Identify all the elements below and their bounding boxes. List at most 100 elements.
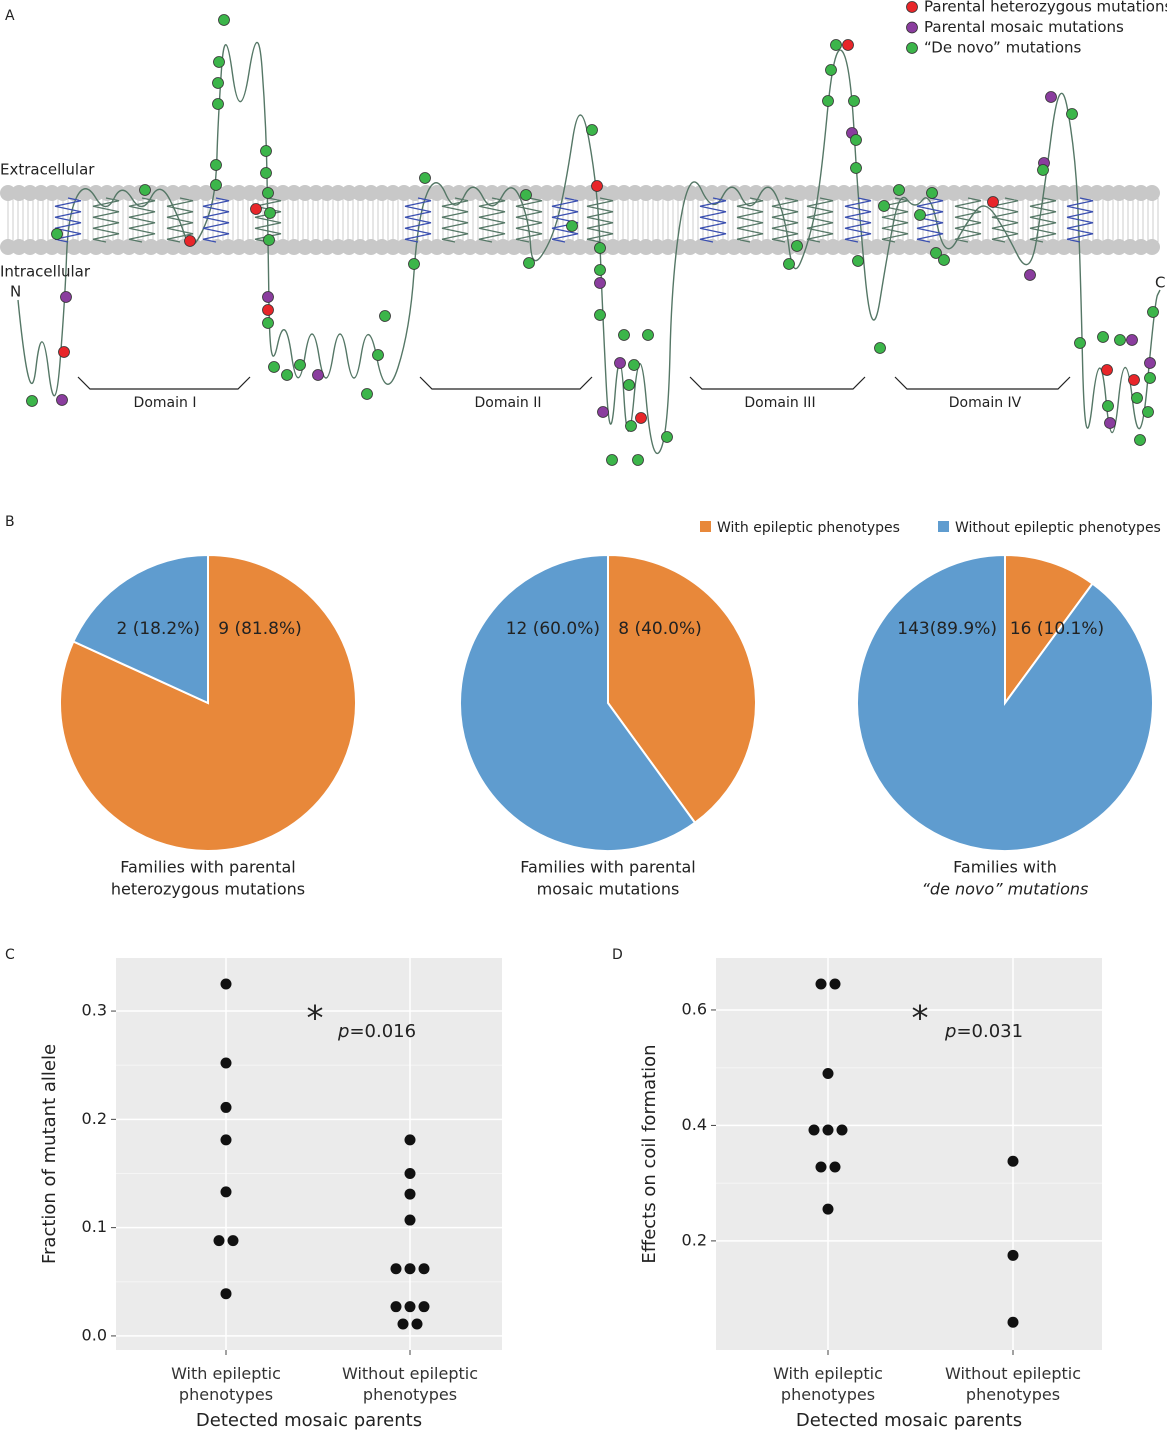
helix: [92, 197, 120, 243]
lipid-head: [242, 185, 258, 201]
data-point: [829, 1161, 841, 1173]
domain-bracket: [689, 376, 866, 390]
helix: [806, 197, 834, 243]
lipid-head: [660, 239, 676, 255]
mutation-dot: [262, 291, 274, 303]
data-point: [404, 1301, 416, 1313]
helix: [991, 197, 1019, 243]
data-point: [404, 1263, 416, 1275]
pie-value-label: 9 (81.8%): [218, 619, 302, 639]
lipid-head: [1111, 239, 1127, 255]
pie-value-label: 16 (10.1%): [1010, 619, 1104, 639]
mutation-dot: [597, 406, 609, 418]
lipid-head: [231, 185, 247, 201]
lipid-head: [319, 185, 335, 201]
lipid-head: [407, 185, 423, 201]
lipid-head: [913, 185, 929, 201]
lipid-head: [44, 185, 60, 201]
mutation-dot: [210, 179, 222, 191]
lipid-head: [220, 239, 236, 255]
lipid-head: [341, 239, 357, 255]
lipid-head: [726, 239, 742, 255]
mutation-dot: [372, 349, 384, 361]
lipid-head: [627, 239, 643, 255]
mutation-dot: [262, 317, 274, 329]
x-tick-label: With epileptic phenotypes: [171, 1364, 281, 1404]
mutation-dot: [632, 454, 644, 466]
lipid-head: [550, 239, 566, 255]
lipid-head: [165, 239, 181, 255]
mutation-dot: [1128, 374, 1140, 386]
data-point: [220, 1288, 232, 1300]
data-point: [829, 978, 841, 990]
helix: [515, 197, 543, 243]
lipid-head: [1001, 239, 1017, 255]
domain-bracket: [77, 376, 251, 390]
data-point: [418, 1301, 430, 1313]
lipid-head: [671, 185, 687, 201]
lipid-head: [704, 239, 720, 255]
lipid-head: [11, 185, 27, 201]
mutation-dot: [623, 379, 635, 391]
lipid-head: [1122, 239, 1138, 255]
pie-slice: [459, 553, 697, 852]
lipid-head: [1078, 185, 1094, 201]
mutation-dot: [1142, 406, 1154, 418]
lipid-head: [88, 185, 104, 201]
lipid-head: [693, 239, 709, 255]
mutation-dot: [825, 64, 837, 76]
data-point: [213, 1235, 225, 1247]
legend-marker: [906, 21, 918, 34]
y-tick-label: 0.2: [682, 1230, 707, 1249]
lipid-head: [220, 185, 236, 201]
lipid-head: [44, 239, 60, 255]
mutation-dot: [263, 234, 275, 246]
lipid-head: [11, 239, 27, 255]
domain-label: Domain II: [474, 395, 541, 411]
mutation-dot: [850, 162, 862, 174]
lipid-head: [825, 185, 841, 201]
data-point: [822, 1124, 834, 1136]
pie-caption: “de novo” mutations: [922, 880, 1089, 899]
n-terminus: N: [10, 283, 21, 301]
lipid-head: [726, 185, 742, 201]
lipid-head: [429, 239, 445, 255]
mutation-dot: [852, 255, 864, 267]
pie-slice: [855, 553, 1154, 852]
mutation-dot: [26, 395, 38, 407]
lipid-head: [1144, 185, 1160, 201]
data-point: [404, 1188, 416, 1200]
lipid-head: [330, 239, 346, 255]
lipid-head: [1100, 185, 1116, 201]
lipid-head: [957, 239, 973, 255]
panel-label: C: [5, 947, 15, 963]
lipid-head: [275, 239, 291, 255]
lipid-head: [440, 239, 456, 255]
mutation-dot: [848, 95, 860, 107]
lipid-head: [1089, 185, 1105, 201]
lipid-head: [473, 239, 489, 255]
extracellular-label: Extracellular: [0, 161, 95, 179]
mutation-dot: [642, 329, 654, 341]
mutation-dot: [264, 207, 276, 219]
lipid-head: [0, 239, 16, 255]
y-tick-label: 0.0: [82, 1325, 107, 1344]
lipid-head: [1133, 239, 1149, 255]
protein-backbone: [17, 41, 1161, 454]
lipid-head: [858, 185, 874, 201]
lipid-head: [638, 239, 654, 255]
lipid-head: [979, 239, 995, 255]
mutation-dot: [586, 124, 598, 136]
pie-caption: mosaic mutations: [537, 880, 680, 899]
legend-label: Without epileptic phenotypes: [955, 520, 1161, 536]
mutation-dot: [520, 189, 532, 201]
mutation-dot: [987, 196, 999, 208]
lipid-head: [286, 185, 302, 201]
mutation-dot: [850, 134, 862, 146]
mutation-dot: [830, 39, 842, 51]
lipid-head: [1078, 239, 1094, 255]
lipid-head: [748, 185, 764, 201]
mutation-dot: [1097, 331, 1109, 343]
lipid-head: [99, 239, 115, 255]
y-tick-label: 0.2: [82, 1109, 107, 1128]
